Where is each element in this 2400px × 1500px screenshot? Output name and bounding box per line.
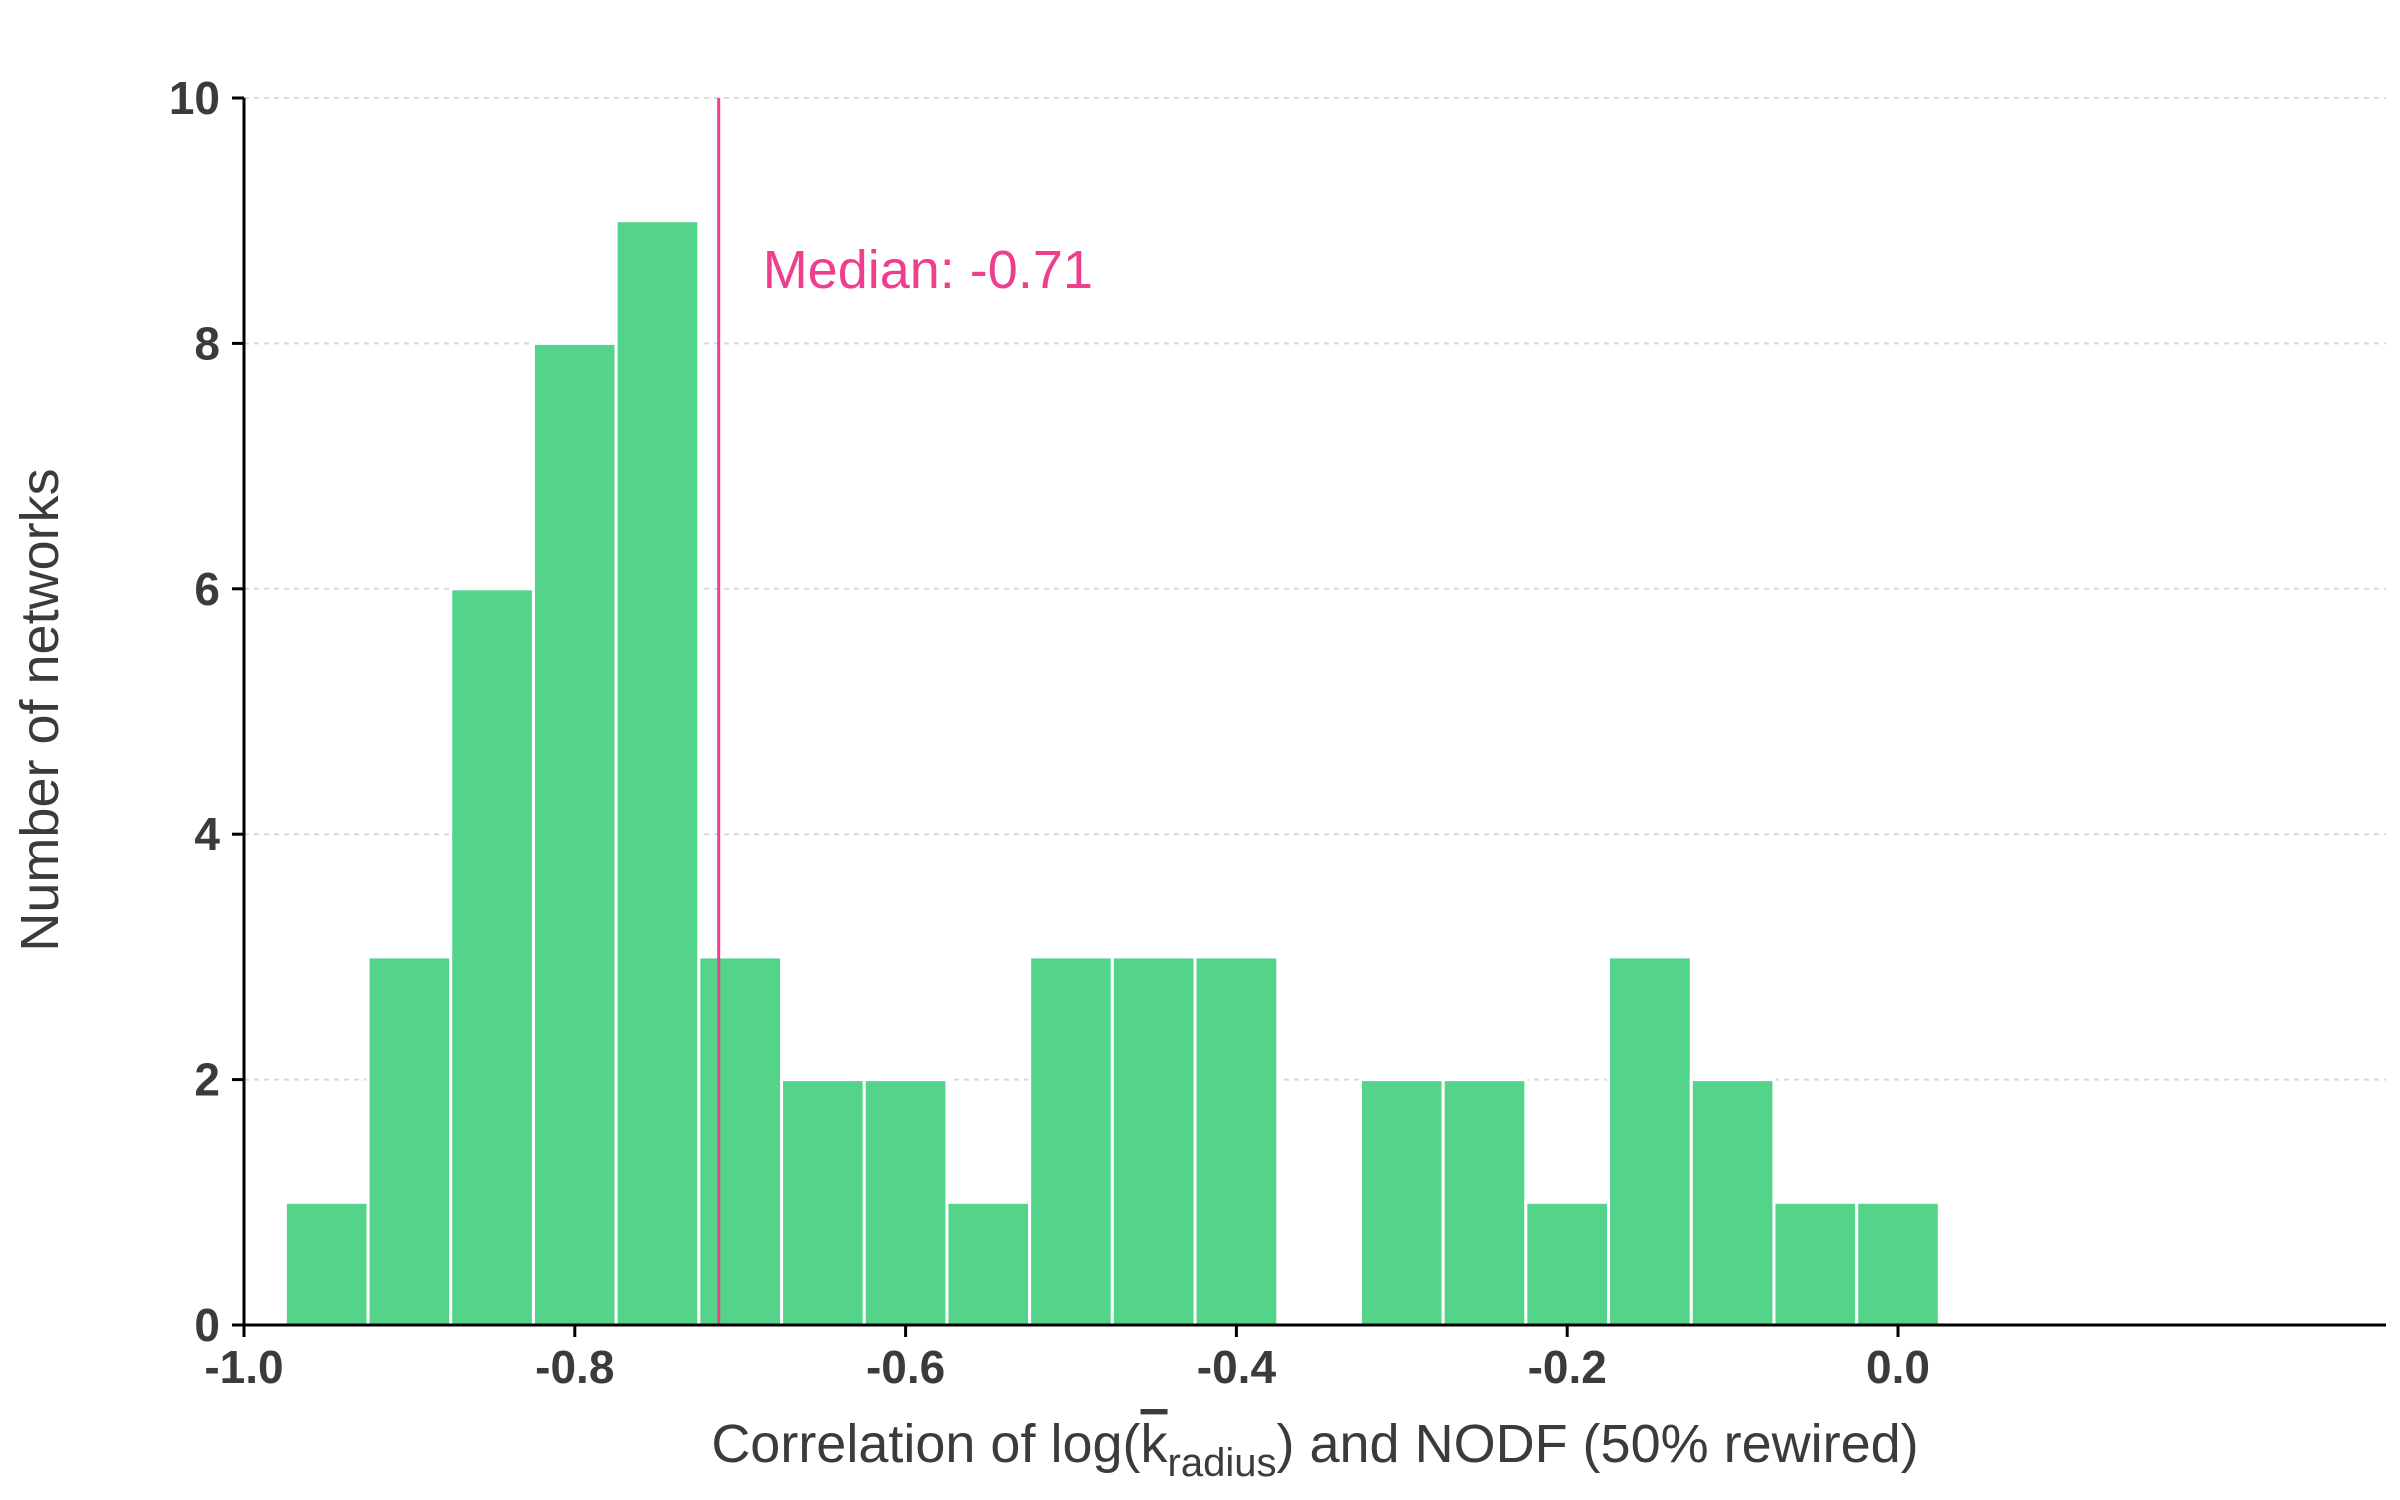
median-label: Median: -0.71 [763,240,1093,300]
histogram-bar [366,955,453,1327]
histogram-bar [862,1078,949,1327]
histogram-bar [1607,955,1693,1327]
histogram-bar [697,955,784,1327]
median-marker: Median: -0.71 [717,98,1093,1325]
histogram-bar [531,341,618,1327]
histogram-bars [283,219,1941,1327]
x-title-prefix: Correlation of log( [711,1414,1140,1474]
histogram-bar [1028,955,1114,1327]
histogram-bar [1441,1078,1528,1327]
x-tick-label: -0.8 [535,1341,614,1393]
x-tick-label: -1.0 [204,1341,283,1393]
histogram-bar [283,1200,370,1327]
x-axis-title: Correlation of log(kradius) and NODF (50… [711,1414,1918,1485]
y-tick-label: 0 [194,1299,220,1351]
x-title-suffix: ) and NODF (50% rewired) [1276,1414,1918,1474]
y-tick-label: 4 [194,808,220,860]
histogram-bar [1193,955,1280,1327]
y-axis-title: Number of networks [10,468,70,951]
y-tick-label: 8 [194,317,220,369]
histogram-bar [945,1200,1032,1327]
histogram-bar [1855,1200,1941,1327]
histogram-bar [1689,1078,1776,1327]
x-title-k: k [1141,1414,1169,1474]
histogram-bar [1524,1200,1611,1327]
x-tick-label: 0.0 [1866,1341,1930,1393]
x-tick-label: -0.4 [1197,1341,1277,1393]
x-tick-label: -0.6 [866,1341,945,1393]
histogram-bar [1772,1200,1859,1327]
y-tick-label: 10 [169,72,220,124]
gridlines [244,97,2386,1081]
axes [232,96,2386,1337]
histogram-bar [449,587,535,1327]
histogram-bar [1358,1078,1445,1327]
histogram-bar [780,1078,866,1327]
x-tick-label: -0.2 [1528,1341,1607,1393]
y-tick-label: 6 [194,563,220,615]
y-tick-label: 2 [194,1054,220,1106]
x-title-subscript: radius [1168,1441,1277,1485]
histogram-bar [614,219,701,1327]
tick-labels: 0 2 4 6 8 10 -1.0 -0.8 -0.6 -0.4 -0.2 0.0 [169,72,1930,1393]
histogram-bar [1110,955,1197,1327]
